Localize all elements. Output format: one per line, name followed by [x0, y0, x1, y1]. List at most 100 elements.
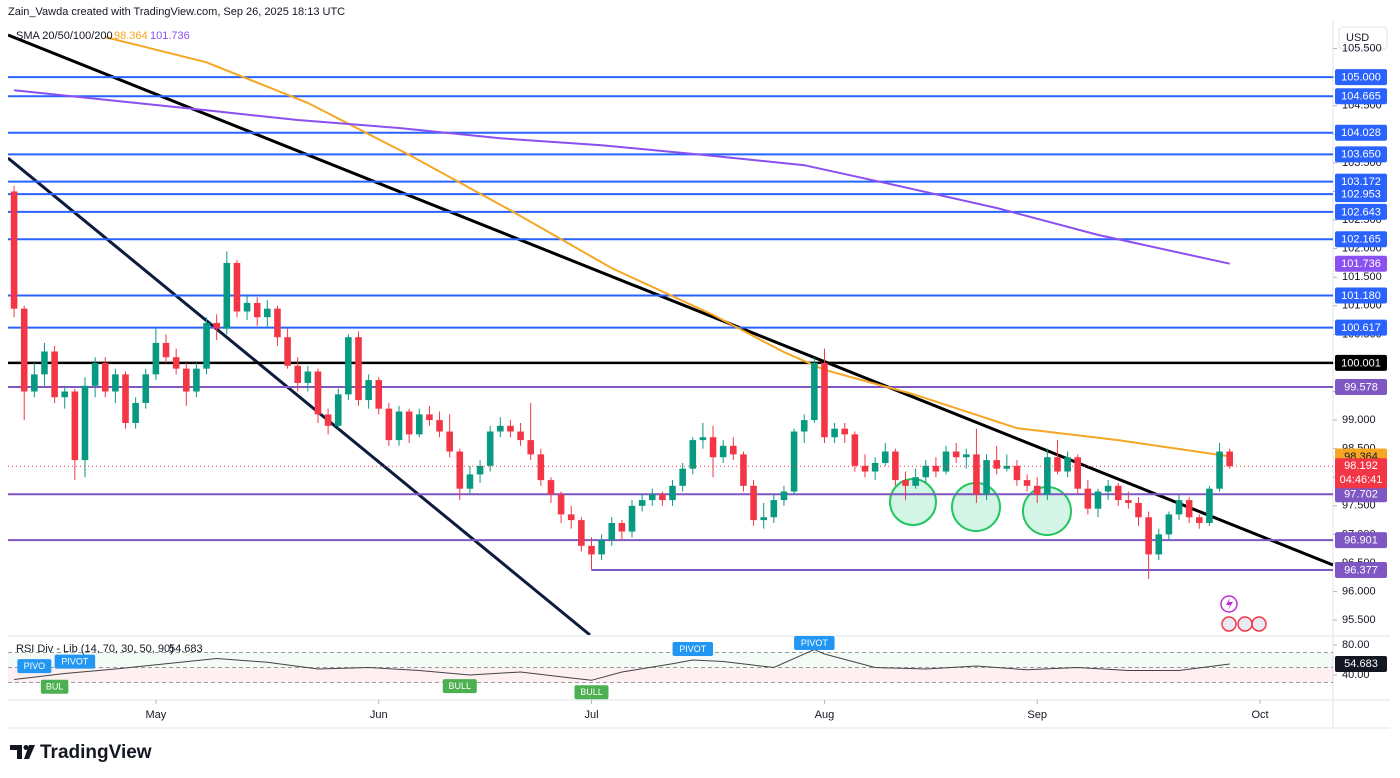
- level-label: 96.377: [1344, 564, 1378, 576]
- candle-body: [628, 505, 636, 532]
- level-label-box: [1335, 319, 1387, 336]
- rsi-legend-value: 54.683: [169, 643, 203, 655]
- x-tick-label: Jun: [370, 709, 388, 721]
- event-icon: [1226, 598, 1233, 610]
- currency-label[interactable]: USD: [1346, 32, 1369, 44]
- candle-body: [922, 465, 930, 478]
- rsi-tick-label: 80.00: [1342, 639, 1370, 651]
- candle-body: [811, 362, 818, 421]
- axis-labels: 105.000 104.665 104.028 103.650 103.172102.9…: [1335, 69, 1387, 672]
- candle-body: [304, 371, 312, 383]
- level-label: 100.617: [1341, 322, 1381, 334]
- candle-body: [1064, 457, 1071, 472]
- y-tick-label: 97.500: [1342, 500, 1376, 512]
- candle-body: [20, 308, 28, 392]
- candle-body: [598, 540, 605, 555]
- candle-body: [709, 437, 717, 458]
- candle-body: [497, 425, 504, 432]
- legend: SMA 20/50/100/200 98.364 101.736 RSI Div…: [16, 30, 203, 655]
- candle-body: [507, 425, 514, 432]
- candle-body: [1074, 457, 1082, 489]
- candle-body: [760, 517, 767, 521]
- candle-body: [547, 480, 555, 495]
- candle-body: [405, 411, 413, 435]
- x-tick-label: Aug: [815, 709, 835, 721]
- candle-body: [963, 454, 970, 458]
- candle-body: [71, 391, 79, 461]
- sma-lines: [13, 36, 1230, 458]
- candle-body: [415, 414, 423, 435]
- candle-body: [324, 414, 332, 426]
- candle-body: [699, 437, 707, 441]
- candle-body: [952, 451, 960, 458]
- candle-body: [112, 374, 119, 392]
- candle-body: [689, 440, 697, 469]
- candle-body: [294, 365, 302, 383]
- candle-body: [537, 454, 545, 481]
- currency-button[interactable]: [1338, 26, 1388, 50]
- candle-body: [740, 454, 747, 486]
- candle-body: [1044, 457, 1051, 495]
- candle-body: [466, 474, 474, 489]
- level-label-box: [1335, 287, 1387, 304]
- candle-body: [142, 374, 150, 403]
- candle-body: [476, 465, 484, 475]
- level-label-box: [1335, 532, 1387, 549]
- candle-body: [892, 451, 899, 481]
- rsi-marker: [672, 642, 714, 657]
- sma-legend-value: 98.364: [114, 30, 148, 42]
- rsi-band: [8, 652, 1333, 668]
- rsi-marker-label: BUL: [46, 682, 64, 692]
- y-tick-label: 96.000: [1342, 585, 1376, 597]
- level-label-box: [1335, 186, 1387, 203]
- candle-body: [91, 362, 99, 386]
- logo-mark: [23, 745, 29, 750]
- rsi-marker: [442, 679, 477, 694]
- x-tick-label: Jul: [584, 709, 598, 721]
- sma-line: [13, 89, 1230, 265]
- x-tick-label: May: [146, 709, 167, 721]
- candle-body: [993, 460, 1000, 469]
- candle-body: [821, 362, 828, 438]
- highlight-circle: [889, 478, 937, 526]
- candle-body: [1175, 500, 1183, 515]
- level-label: 103.650: [1341, 149, 1381, 161]
- level-label: 99.578: [1344, 381, 1378, 393]
- candle-body: [1195, 517, 1203, 523]
- y-tick-label: 105.500: [1342, 42, 1382, 54]
- level-label: 103.172: [1341, 176, 1381, 188]
- level-label: 96.901: [1344, 534, 1378, 546]
- candle-body: [578, 520, 585, 546]
- candle-body: [1165, 514, 1173, 535]
- level-label: 105.000: [1341, 72, 1381, 84]
- candle-body: [132, 402, 139, 423]
- candle-body: [446, 431, 453, 452]
- countdown: 04:46:41: [1340, 474, 1383, 486]
- candle-body: [1145, 517, 1152, 555]
- candle-body: [172, 357, 180, 369]
- candle-body: [1125, 500, 1132, 503]
- level-label: 104.665: [1341, 91, 1381, 103]
- candle-body: [456, 451, 464, 489]
- candle-body: [1023, 480, 1031, 486]
- candle-body: [1185, 500, 1193, 518]
- rsi-marker: [17, 659, 52, 674]
- candle-body: [1216, 451, 1223, 489]
- candle-body: [81, 385, 89, 461]
- candle-body: [1114, 485, 1122, 501]
- sma-axis-label: 101.736: [1341, 258, 1381, 270]
- level-label-box: [1335, 379, 1387, 396]
- event-icons: [1220, 595, 1267, 632]
- rsi-marker-label: PIVOT: [801, 638, 829, 648]
- candle-body: [557, 494, 565, 515]
- rsi-value-box: [1335, 655, 1387, 672]
- candle-body: [679, 468, 686, 486]
- level-label-box: [1335, 562, 1387, 579]
- rsi-marker-label: BULL: [449, 681, 472, 691]
- header-caption: Zain_Vawda created with TradingView.com,…: [8, 6, 345, 18]
- y-tick-label: 95.500: [1342, 614, 1376, 626]
- candle-body: [436, 420, 443, 432]
- candle-body: [851, 434, 859, 466]
- candle-body: [213, 322, 220, 329]
